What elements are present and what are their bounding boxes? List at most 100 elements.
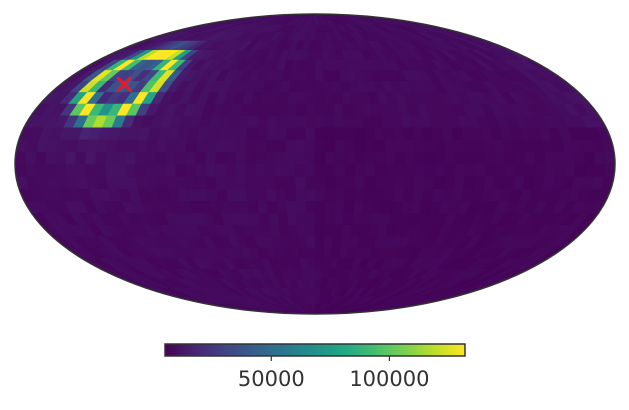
colorbar-tick-label: 50000 (238, 367, 305, 391)
map-pixel (371, 200, 384, 214)
map-pixel (297, 235, 308, 248)
map-pixel (174, 163, 186, 177)
map-pixel (15, 163, 27, 177)
map-pixel (306, 257, 316, 269)
map-pixel (294, 151, 306, 165)
map-pixel (204, 163, 216, 177)
map-pixel (434, 163, 446, 177)
map-pixel (314, 80, 325, 93)
map-pixel (294, 126, 306, 140)
map-pixel (324, 151, 336, 165)
map-pixel (164, 151, 176, 165)
map-pixel (235, 126, 248, 140)
map-pixel (54, 151, 67, 165)
map-pixel (353, 188, 365, 202)
map-pixel (314, 24, 321, 33)
map-pixel (256, 200, 269, 214)
map-pixel (563, 151, 576, 165)
map-pixel (332, 212, 344, 225)
map-pixel (144, 163, 156, 177)
map-pixel (444, 151, 456, 165)
map-pixel (314, 126, 326, 140)
map-pixel (314, 31, 322, 41)
map-pixel (287, 91, 298, 104)
map-pixel (286, 212, 298, 225)
map-pixel (64, 151, 77, 165)
map-pixel (322, 235, 333, 248)
map-pixel (329, 59, 339, 71)
map-pixel (393, 139, 406, 152)
map-pixel (254, 151, 266, 165)
map-pixel (298, 247, 308, 259)
map-pixel (504, 151, 516, 165)
map-pixel (214, 151, 226, 165)
map-pixel (254, 163, 266, 177)
map-pixel (424, 163, 436, 177)
map-pixel (324, 188, 336, 202)
map-pixel (165, 176, 178, 189)
map-pixel (244, 139, 257, 152)
map-pixel (305, 200, 316, 214)
map-pixel (205, 176, 217, 189)
map-pixel (314, 49, 323, 60)
map-pixel (330, 247, 341, 259)
map-pixel (393, 176, 406, 189)
map-pixel (285, 188, 296, 202)
map-pixel (331, 80, 342, 93)
map-pixel (266, 114, 278, 128)
map-pixel (354, 163, 366, 177)
map-pixel (314, 163, 326, 177)
map-pixel (275, 126, 287, 140)
map-pixel (284, 176, 296, 189)
map-pixel (364, 176, 376, 189)
map-pixel (394, 151, 406, 165)
map-pixel (314, 139, 326, 152)
map-pixel (64, 163, 77, 177)
map-pixel (155, 139, 168, 152)
map-pixel (414, 163, 426, 177)
map-pixel (314, 212, 325, 225)
map-pixel (274, 151, 286, 165)
map-pixel (194, 163, 206, 177)
map-pixel (484, 151, 496, 165)
map-pixel (298, 69, 308, 81)
colorbar: 50000 100000 (164, 343, 466, 391)
map-pixel (392, 188, 405, 202)
map-pixel (154, 151, 166, 165)
map-pixel (265, 126, 277, 140)
map-pixel (462, 176, 475, 189)
map-pixel (332, 91, 343, 104)
map-pixel (373, 176, 386, 189)
map-pixel (330, 69, 341, 81)
map-pixel (504, 163, 516, 177)
map-pixel (563, 163, 576, 177)
map-pixel (332, 103, 344, 116)
map-pixel (360, 103, 373, 116)
map-pixel (323, 212, 335, 225)
map-pixel (332, 224, 343, 237)
map-pixel (320, 278, 329, 288)
map-pixel (44, 163, 57, 177)
map-pixel (285, 126, 296, 140)
map-pixel (462, 139, 475, 152)
map-pixel (354, 176, 366, 189)
map-pixel (553, 151, 566, 165)
map-pixel (314, 200, 325, 214)
map-pixel (264, 139, 276, 152)
map-pixel (165, 139, 178, 152)
map-pixel (124, 163, 136, 177)
map-pixel (256, 114, 269, 128)
map-pixel (543, 151, 556, 165)
map-pixel (349, 224, 362, 237)
map-pixel (404, 151, 416, 165)
map-pixel (351, 103, 363, 116)
map-pixel (84, 151, 97, 165)
map-pixel (304, 151, 316, 165)
map-pixel (195, 176, 207, 189)
map-pixel (361, 114, 374, 128)
map-pixel (314, 176, 326, 189)
map-pixel (339, 235, 351, 248)
map-pixel (255, 126, 267, 140)
map-pixel (334, 188, 345, 202)
map-pixel (284, 139, 296, 152)
